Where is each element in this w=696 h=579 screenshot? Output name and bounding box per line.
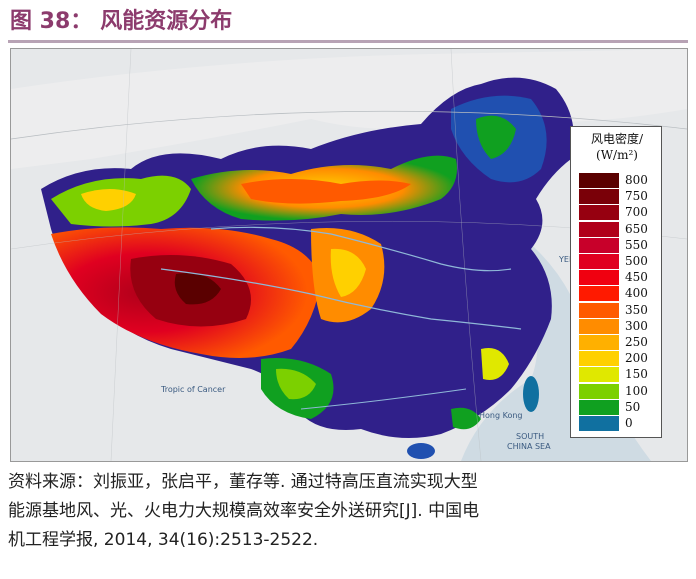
title-divider xyxy=(8,40,688,43)
legend-label: 500 xyxy=(625,254,648,268)
legend-swatch xyxy=(579,318,619,334)
legend-item: 700 xyxy=(579,205,659,221)
legend-swatch xyxy=(579,351,619,367)
legend-item: 550 xyxy=(579,237,659,253)
figure-number: 图 38： xyxy=(10,9,93,34)
yellow-sea-label: YELL xyxy=(559,255,578,264)
legend-item: 0 xyxy=(579,416,659,431)
figure-caption: 风能资源分布 xyxy=(100,9,233,34)
legend-label: 250 xyxy=(625,335,648,349)
legend-swatch xyxy=(579,270,619,286)
legend-swatch xyxy=(579,416,619,431)
legend-item: 750 xyxy=(579,189,659,205)
legend-item: 400 xyxy=(579,286,659,302)
legend-swatch xyxy=(579,254,619,269)
legend-item: 250 xyxy=(579,335,659,350)
legend-swatch xyxy=(579,335,619,350)
legend-label: 750 xyxy=(625,189,648,204)
legend-swatch xyxy=(579,383,619,399)
legend-label: 700 xyxy=(625,205,648,220)
source-note: 资料来源：刘振亚，张启平，董存等. 通过特高压直流实现大型 能源基地风、光、火电… xyxy=(8,468,688,555)
hong-kong-label: Hong Kong xyxy=(479,411,523,420)
legend-label: 350 xyxy=(625,302,648,317)
legend-item: 350 xyxy=(579,302,659,318)
legend-label: 400 xyxy=(625,286,648,301)
legend-label: 50 xyxy=(625,399,641,414)
legend-swatch xyxy=(579,221,619,237)
figure-title: 图 38： 风能资源分布 xyxy=(10,8,686,48)
legend-label: 200 xyxy=(625,351,648,366)
legend-item: 300 xyxy=(579,318,659,334)
legend-swatch xyxy=(579,205,619,221)
legend-title-line2: (W/m²) xyxy=(596,148,638,162)
legend-item: 800 xyxy=(579,173,659,188)
legend-item: 500 xyxy=(579,254,659,269)
legend-label: 450 xyxy=(625,270,648,285)
legend-label: 800 xyxy=(625,173,648,187)
legend-label: 650 xyxy=(625,221,648,236)
legend-label: 100 xyxy=(625,383,648,398)
legend-swatch xyxy=(579,173,619,188)
legend-item: 100 xyxy=(579,383,659,399)
south-sea-label-2: CHINA SEA xyxy=(507,442,551,451)
legend-label: 300 xyxy=(625,318,648,333)
legend-item: 150 xyxy=(579,367,659,383)
legend-item: 650 xyxy=(579,221,659,237)
legend-item: 450 xyxy=(579,270,659,286)
tropic-label: Tropic of Cancer xyxy=(161,385,226,394)
legend-title-line1: 风电密度/ xyxy=(590,132,644,146)
legend-swatch xyxy=(579,189,619,205)
legend-item: 50 xyxy=(579,399,659,415)
legend-swatch xyxy=(579,286,619,302)
source-line-3: 机工程学报, 2014, 34(16):2513-2522. xyxy=(8,530,319,550)
map-legend: 风电密度/ (W/m²) 800 750 700 650 550 500 450 400 350… xyxy=(570,126,662,438)
legend-swatch xyxy=(579,399,619,415)
source-line-2: 能源基地风、光、火电力大规模高效率安全外送研究[J]. 中国电 xyxy=(8,501,480,521)
source-line-1: 资料来源：刘振亚，张启平，董存等. 通过特高压直流实现大型 xyxy=(8,472,478,492)
south-sea-label-1: SOUTH xyxy=(516,432,545,441)
legend-label: 150 xyxy=(625,367,648,382)
legend-label: 0 xyxy=(625,416,633,430)
legend-item: 200 xyxy=(579,351,659,367)
legend-swatch xyxy=(579,302,619,318)
legend-swatch xyxy=(579,237,619,253)
legend-title: 风电密度/ (W/m²) xyxy=(571,131,663,163)
legend-label: 550 xyxy=(625,237,648,252)
legend-swatch xyxy=(579,367,619,383)
